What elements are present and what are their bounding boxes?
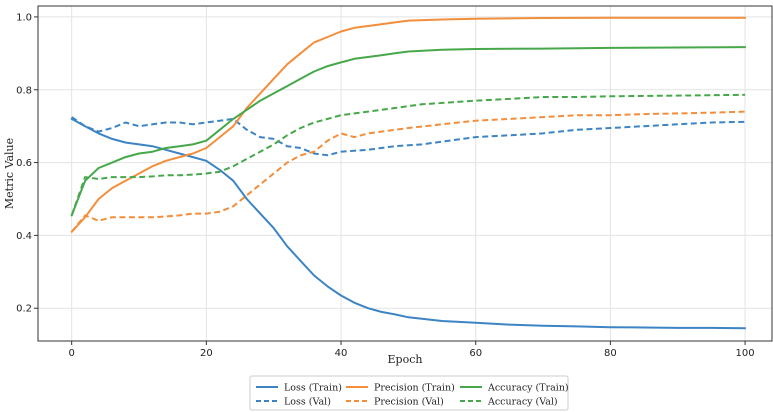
series-line-loss-val: [71, 116, 746, 157]
legend-box: [249, 375, 569, 411]
legend-label: Precision (Train): [374, 382, 455, 393]
legend-label: Accuracy (Val): [487, 396, 558, 407]
y-tick-label: 0.6: [16, 158, 32, 169]
x-tick-label: 20: [200, 348, 213, 359]
series-layer: [70, 16, 747, 330]
y-tick-label: 0.4: [16, 231, 32, 242]
x-tick-label: 100: [736, 348, 755, 359]
legend-label: Precision (Val): [374, 396, 444, 407]
series-line-loss-train: [70, 117, 747, 330]
y-tick-label: 0.8: [16, 85, 32, 96]
y-axis-label: Metric Value: [3, 138, 16, 209]
x-tick-label: 60: [469, 348, 482, 359]
legend-label: Loss (Val): [284, 396, 331, 407]
legend: Loss (Train) Loss (Val) Precision (Train) P…: [249, 375, 569, 411]
x-tick-label: 0: [68, 348, 74, 359]
grid-lines: [38, 6, 772, 341]
axes: 0 20 40 60 80 100 0.2 0.4 0.6 0.8 1.0: [16, 12, 755, 359]
x-tick-label: 40: [335, 348, 348, 359]
series-line-accuracy-train: [70, 46, 747, 217]
x-tick-label: 80: [604, 348, 617, 359]
series-line-precision-val: [70, 110, 746, 233]
y-tick-label: 0.2: [16, 304, 32, 315]
legend-label: Loss (Train): [284, 382, 342, 393]
series-line-accuracy-val: [70, 93, 746, 216]
legend-label: Accuracy (Train): [487, 382, 569, 393]
series-line-precision-train: [70, 16, 747, 233]
plot-frame: [37, 5, 773, 342]
y-tick-label: 1.0: [16, 12, 32, 23]
x-axis-label: Epoch: [388, 353, 423, 366]
